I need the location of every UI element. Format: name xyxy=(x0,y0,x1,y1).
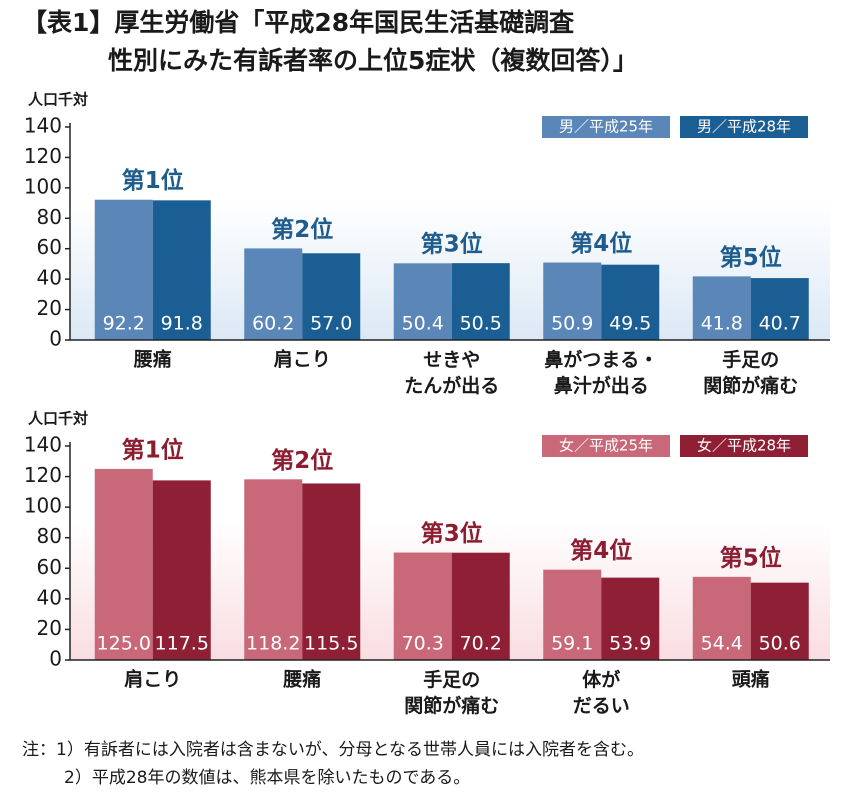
value-label: 41.8 xyxy=(701,313,743,335)
x-tick-label: 手足の関節が痛む xyxy=(703,348,798,397)
bar xyxy=(244,248,303,340)
note: 注：1）有訴者には入院者は含まないが、分母となる世帯人員には入院者を含む。 xyxy=(22,740,644,760)
title-line: 【表1】厚生労働省「平成28年国民生活基礎調査 xyxy=(22,8,574,37)
x-tick-label: 体がだるい xyxy=(573,668,630,717)
value-label: 50.5 xyxy=(460,313,502,335)
legend-label: 女／平成25年 xyxy=(559,437,653,455)
value-label: 57.0 xyxy=(310,313,352,335)
bar xyxy=(543,262,602,340)
y-tick-label: 0 xyxy=(49,327,62,351)
y-tick-label: 140 xyxy=(24,433,62,457)
value-label: 70.3 xyxy=(402,633,444,655)
rank-label: 第3位 xyxy=(421,231,483,258)
rank-label: 第2位 xyxy=(271,447,333,474)
y-tick-label: 120 xyxy=(24,463,62,487)
y-tick-label: 40 xyxy=(37,266,62,290)
y-tick-label: 0 xyxy=(49,647,62,671)
bar xyxy=(393,263,452,340)
rank-label: 第1位 xyxy=(122,167,184,194)
value-label: 91.8 xyxy=(161,313,203,335)
rank-label: 第2位 xyxy=(271,216,333,243)
bar xyxy=(152,480,211,660)
bar xyxy=(692,576,751,660)
bar xyxy=(750,582,809,660)
legend-label: 女／平成28年 xyxy=(697,437,791,455)
x-tick-label: 肩こり xyxy=(274,348,331,371)
value-label: 50.4 xyxy=(402,313,444,335)
y-tick-label: 120 xyxy=(24,144,62,168)
bar xyxy=(601,264,660,340)
value-label: 118.2 xyxy=(246,633,300,655)
legend-label: 男／平成25年 xyxy=(559,118,653,136)
value-label: 117.5 xyxy=(155,633,209,655)
y-tick-label: 60 xyxy=(37,555,62,579)
bar xyxy=(302,253,361,340)
note: 2）平成28年の数値は、熊本県を除いたものである。 xyxy=(64,768,470,788)
value-label: 40.7 xyxy=(759,313,801,335)
value-label: 125.0 xyxy=(97,633,151,655)
x-tick-label: せきやたんが出る xyxy=(404,349,499,397)
x-tick-label: 肩こり xyxy=(124,668,181,691)
legend-swatch xyxy=(680,116,808,138)
bar xyxy=(393,552,452,660)
bar xyxy=(302,483,361,660)
value-label: 50.6 xyxy=(759,633,801,655)
value-label: 115.5 xyxy=(304,633,358,655)
y-tick-label: 140 xyxy=(24,114,62,138)
legend-label: 男／平成28年 xyxy=(697,118,791,136)
bar xyxy=(692,276,751,340)
bar xyxy=(750,278,809,340)
value-label: 70.2 xyxy=(460,633,502,655)
legend-swatch xyxy=(542,116,670,138)
rank-label: 第3位 xyxy=(421,520,483,547)
legend-swatch xyxy=(542,435,670,457)
value-label: 49.5 xyxy=(609,313,651,335)
bar xyxy=(94,468,153,660)
y-tick-label: 40 xyxy=(37,585,62,609)
rank-label: 第5位 xyxy=(720,244,782,271)
value-label: 59.1 xyxy=(551,633,593,655)
bar xyxy=(601,577,660,660)
x-tick-label: 腰痛 xyxy=(133,348,172,371)
bar xyxy=(451,263,510,340)
bar xyxy=(451,552,510,660)
value-label: 50.9 xyxy=(551,313,593,335)
y-tick-label: 80 xyxy=(37,205,62,229)
y-tick-label: 20 xyxy=(37,616,62,640)
x-tick-label: 手足の関節が痛む xyxy=(404,668,499,717)
rank-label: 第4位 xyxy=(570,230,632,257)
value-label: 54.4 xyxy=(701,633,743,655)
bar xyxy=(94,199,153,340)
rank-label: 第4位 xyxy=(570,537,632,564)
legend-swatch xyxy=(680,435,808,457)
y-axis-label: 人口千対 xyxy=(28,410,88,428)
y-axis-label: 人口千対 xyxy=(28,91,88,109)
x-tick-label: 鼻がつまる・鼻汁が出る xyxy=(544,348,658,397)
value-label: 92.2 xyxy=(103,313,145,335)
value-label: 53.9 xyxy=(609,633,651,655)
y-tick-label: 80 xyxy=(37,524,62,548)
rank-label: 第5位 xyxy=(720,544,782,571)
bar xyxy=(244,479,303,660)
bar xyxy=(152,200,211,340)
title-line: 性別にみた有訴者率の上位5症状（複数回答）」 xyxy=(108,46,638,75)
value-label: 60.2 xyxy=(252,313,294,335)
x-tick-label: 頭痛 xyxy=(732,668,770,691)
y-tick-label: 60 xyxy=(37,235,62,259)
y-tick-label: 100 xyxy=(24,174,62,198)
y-tick-label: 100 xyxy=(24,494,62,518)
bar xyxy=(543,569,602,660)
rank-label: 第1位 xyxy=(122,436,184,463)
y-tick-label: 20 xyxy=(37,296,62,320)
x-tick-label: 腰痛 xyxy=(282,668,321,691)
